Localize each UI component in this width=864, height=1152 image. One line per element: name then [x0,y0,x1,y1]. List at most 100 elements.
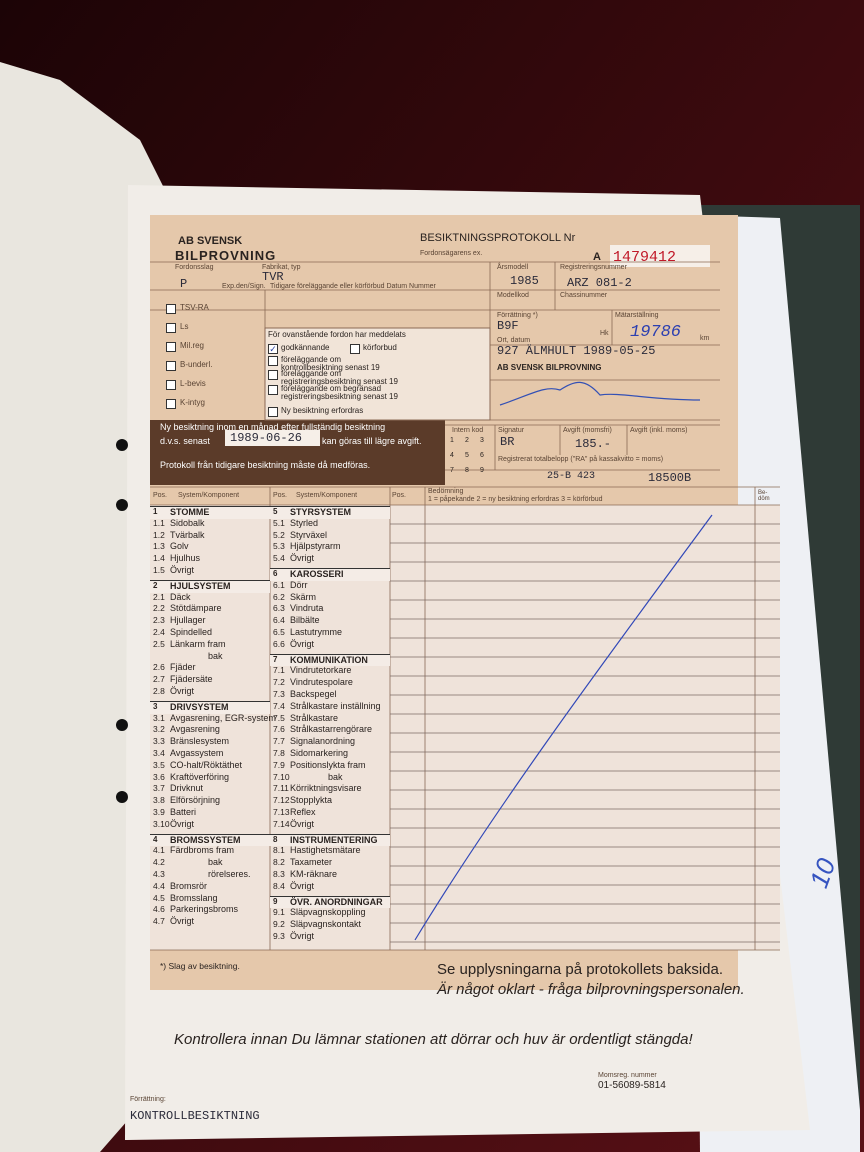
label: Modellkod [497,292,529,299]
item-name: Styrväxel [290,529,328,540]
option: föreläggande om begränsad registreringsb… [281,384,398,401]
item-name: Sidomarkering [290,748,349,758]
field: 25-B 423 [547,471,596,482]
field: 185.- [575,437,612,451]
item-name: Stopplykta [290,795,333,806]
number-box [610,245,710,267]
col-header: Pos. [273,492,288,499]
label: Tidigare föreläggande eller körförbud Da… [270,283,436,290]
item-pos: 8.4 [273,880,285,891]
item-pos: 6.1 [273,579,285,590]
option: godkännande [281,343,330,352]
item-name: Bilbälte [290,615,320,626]
footnote: *) Slag av besiktning. [160,961,240,971]
item-name: rörelseres. [208,869,251,879]
label: Fordonsslag [175,264,214,271]
item-pos: 4.7 [153,916,165,927]
date-box [225,430,320,446]
item-name: Däck [170,591,191,602]
option: körforbud [363,343,397,352]
item-pos: 3.3 [153,736,165,747]
item-pos: 3.4 [153,748,165,758]
registry-row: B-underl. [180,360,213,369]
item-name: Positionslykta fram [290,759,366,770]
keypad-key: 1 [450,437,454,444]
item-name: Färdbroms fram [170,845,235,856]
keypad-key: 4 [450,452,454,459]
item-pos: 6.2 [273,591,285,602]
owner-copy: Fordonsägarens ex. [420,250,483,257]
item-name: Skärm [290,591,317,602]
binder-rings [116,439,128,803]
item-pos: 2.3 [153,615,165,626]
item-name: Vindrutetorkare [290,665,352,676]
keypad-key: 3 [480,437,484,444]
label: Mätarställning [615,312,659,319]
label: Registreringsnummer [560,264,627,271]
checkbox [166,361,176,371]
item-pos: 7.10 [273,771,290,782]
section-number: 3 [153,701,158,711]
item-pos: 7.1 [273,665,285,676]
item-name: bak [208,650,223,661]
item-pos: 2.5 [153,638,165,649]
item-pos: 1.1 [153,517,165,528]
item-name: Parkeringsbroms [170,904,239,915]
item-pos: 3.2 [153,724,165,735]
section-title: ÖVR. ANORDNINGAR [290,896,383,907]
keypad-key: 8 [465,467,469,474]
item-pos: 3.1 [153,712,165,723]
item-pos: 6.5 [273,627,285,637]
field: TVR [262,270,284,284]
registry-row: Mil.reg [180,341,205,350]
section-number: 9 [273,896,278,906]
item-name: Sidobalk [170,517,205,528]
item-pos: 1.2 [153,529,165,540]
item-name: Avgasrening [170,724,220,735]
item-pos: 1.4 [153,553,165,564]
notice-date: 1989-06-26 [230,431,303,445]
label: Hk [600,330,609,337]
section-title: STYRSYSTEM [290,507,352,517]
item-pos: 7.2 [273,677,285,688]
section-title: BROMSSYSTEM [170,834,241,845]
checkbox [268,370,278,380]
item-name: Hjulhus [170,553,201,564]
col-header: Pos. [153,492,168,499]
item-name: Avgasrening, EGR-system [170,712,276,723]
keypad-key: 9 [480,467,484,474]
label: Registrerat totalbelopp ("RA" på kassakv… [498,456,664,463]
item-pos: 2.6 [153,662,165,673]
item-pos: 4.3 [153,869,165,879]
field: BR [500,435,515,449]
item-name: Övrigt [290,818,315,829]
col-header: Pos. [392,492,407,499]
notice: Ny besiktning inom en månad efter fullst… [160,422,386,432]
item-name: Övrigt [290,638,315,649]
notice: Protokoll från tidigare besiktning måste… [160,460,371,470]
item-name: Strålkastare inställning [290,700,381,711]
section-number: 6 [273,569,278,578]
section-bar [150,833,270,847]
label: Chassinummer [560,292,608,299]
notice: kan göras till lägre avgift. [322,436,422,446]
item-pos: 2.1 [153,591,165,602]
table-body [150,505,780,950]
series: A [593,251,601,263]
label: Fabrikat, typ [262,264,301,271]
item-pos: 9.3 [273,931,285,941]
item-name: Körriktningsvisare [290,783,362,794]
item-name: Länkarm fram [170,638,226,649]
col-header: Bedömning [428,488,464,495]
field: B9F [497,319,519,333]
col-header: System/Komponent [296,492,358,499]
label: För ovanstående fordon har meddelats [268,330,406,339]
label: Avgift (momsfri) [563,427,612,434]
item-name: Hjälpstyrarm [290,541,341,552]
keypad-key: 6 [480,452,484,459]
checkbox [166,342,176,352]
item-name: Dörr [290,579,308,590]
item-pos: 3.8 [153,795,165,806]
